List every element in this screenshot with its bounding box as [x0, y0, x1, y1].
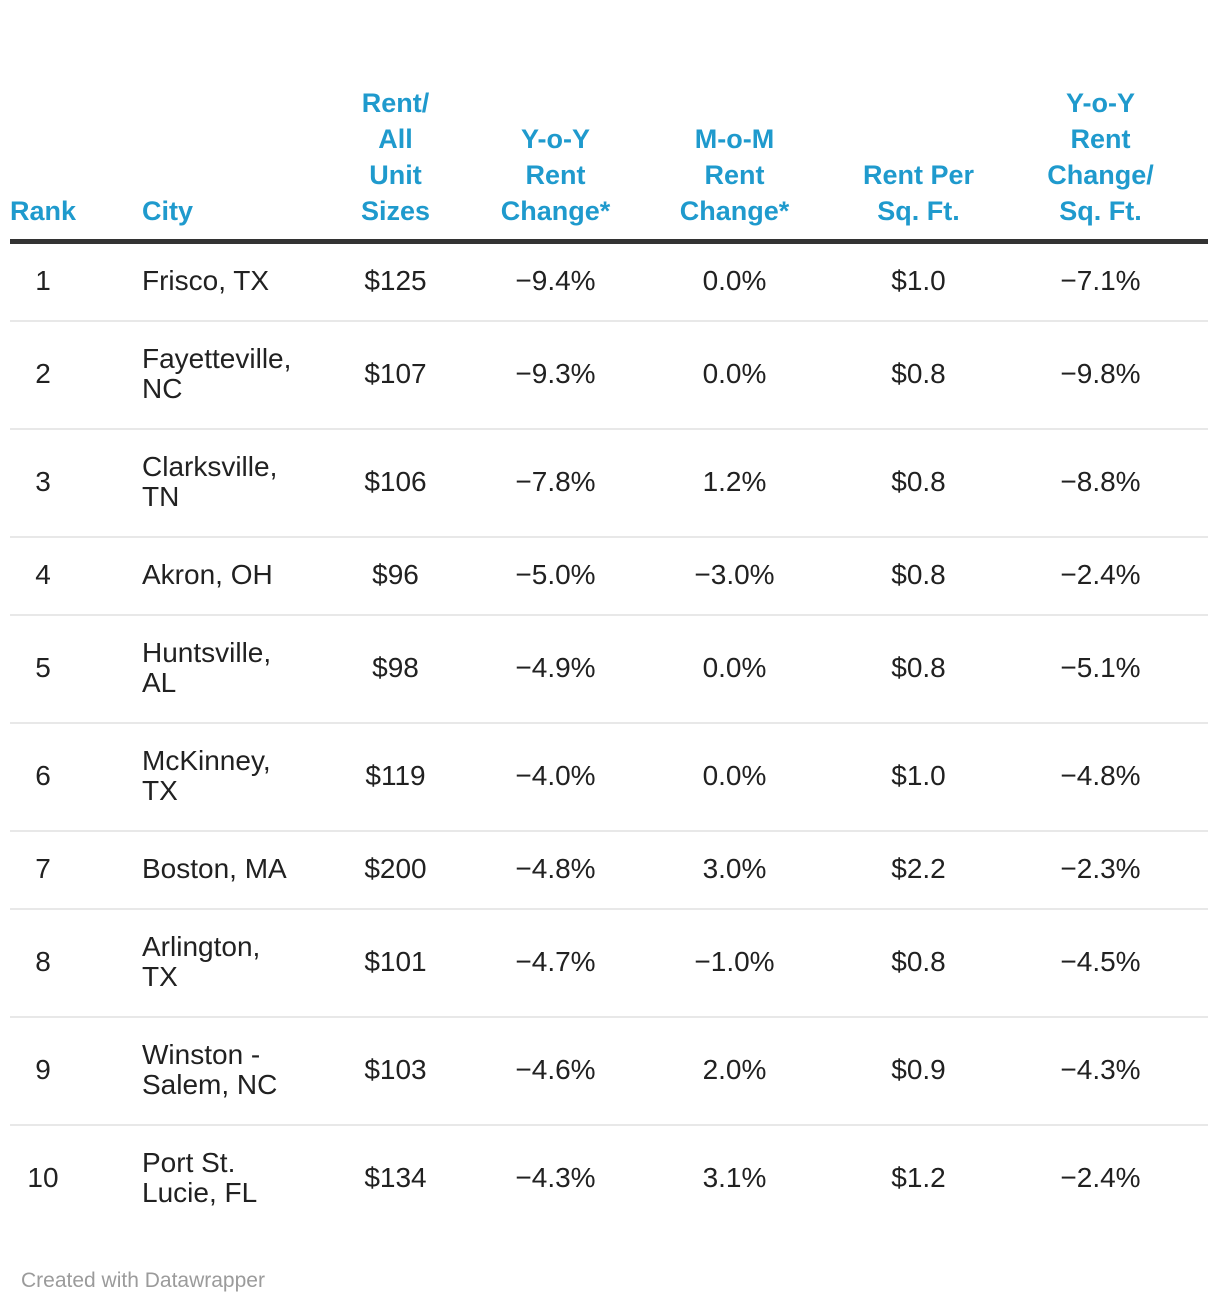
cell-rent-per-sqft: $1.0 — [891, 265, 946, 296]
cell-yoy-change: −4.9% — [469, 614, 642, 723]
cell-rent: $106 — [322, 428, 469, 537]
cell-city: Frisco, TX — [142, 265, 270, 296]
table-row: 9 Winston - Salem, NC $103 −4.6% 2.0% $0… — [10, 1016, 1208, 1125]
cell-city: Port St. Lucie, FL — [76, 1124, 322, 1232]
cell-yoy-change-per-sqft: −9.8% — [1010, 320, 1208, 429]
cell-yoy-change-per-sqft: −2.3% — [1010, 830, 1208, 909]
cell-rent: $134 — [322, 1124, 469, 1232]
column-header-yoy-rent-change: Y-o-Y Rent Change* — [469, 85, 642, 244]
cell-rent: $103 — [322, 1016, 469, 1125]
cell-mom-change: 0.0% — [642, 614, 827, 723]
cell-yoy-change-per-sqft: −2.4% — [1010, 1124, 1208, 1232]
cell-rank: 6 — [10, 722, 76, 831]
cell-rent-per-sqft: $1.0 — [827, 722, 1010, 831]
table-row: 1 Frisco, TX $125 −9.4% 0.0% $1.0 −7.1% — [10, 242, 1208, 322]
cell-city: Arlington, TX — [76, 908, 322, 1017]
cell-yoy-change-per-sqft: −4.8% — [1010, 722, 1208, 831]
table-row: 8 Arlington, TX $101 −4.7% −1.0% $0.8 −4… — [10, 908, 1208, 1017]
cell-yoy-change: −7.8% — [469, 428, 642, 537]
cell-rank: 7 — [10, 830, 76, 909]
cell-rent-per-sqft: $1.2 — [827, 1124, 1010, 1232]
column-header-rent-per-sqft: Rent Per Sq. Ft. — [827, 85, 1010, 244]
cell-yoy-change-per-sqft: −8.8% — [1010, 428, 1208, 537]
table-row: 3 Clarksville, TN $106 −7.8% 1.2% $0.8 −… — [10, 428, 1208, 537]
cell-rent: $125 — [364, 265, 427, 296]
cell-yoy-change: −4.6% — [469, 1016, 642, 1125]
cell-rent-per-sqft: $0.9 — [827, 1016, 1010, 1125]
cell-city: McKinney, TX — [76, 722, 322, 831]
cell-yoy-change: −4.8% — [469, 830, 642, 909]
cell-yoy-change: −9.4% — [515, 265, 596, 296]
cell-rank: 10 — [10, 1124, 76, 1232]
table-row: 2 Fayetteville, NC $107 −9.3% 0.0% $0.8 … — [10, 320, 1208, 429]
cell-rent: $101 — [322, 908, 469, 1017]
cell-rank: 1 — [35, 265, 51, 296]
cell-mom-change: 0.0% — [642, 320, 827, 429]
cell-rent-per-sqft: $0.8 — [827, 908, 1010, 1017]
cell-mom-change: 3.1% — [642, 1124, 827, 1232]
rent-table: Rank City Rent/ All Unit Sizes Y-o-Y Ren… — [10, 85, 1208, 1232]
cell-rent: $96 — [322, 536, 469, 615]
cell-rent: $98 — [322, 614, 469, 723]
cell-rank: 2 — [10, 320, 76, 429]
cell-city: Huntsville, AL — [76, 614, 322, 723]
table-row: 6 McKinney, TX $119 −4.0% 0.0% $1.0 −4.8… — [10, 722, 1208, 831]
header-row: Rank City Rent/ All Unit Sizes Y-o-Y Ren… — [10, 85, 1208, 244]
cell-rent-per-sqft: $0.8 — [827, 536, 1010, 615]
cell-mom-change: 0.0% — [702, 265, 767, 296]
cell-mom-change: 1.2% — [642, 428, 827, 537]
cell-rent-per-sqft: $0.8 — [827, 428, 1010, 537]
cell-yoy-change: −5.0% — [469, 536, 642, 615]
cell-yoy-change-per-sqft: −4.3% — [1010, 1016, 1208, 1125]
datawrapper-credit-link[interactable]: Created with Datawrapper — [21, 1269, 265, 1292]
cell-city: Boston, MA — [76, 830, 322, 909]
cell-yoy-change: −4.7% — [469, 908, 642, 1017]
cell-rent-per-sqft: $2.2 — [827, 830, 1010, 909]
column-header-yoy-rent-change-per-sqft: Y-o-Y Rent Change/ Sq. Ft. — [1010, 85, 1208, 244]
cell-rent-per-sqft: $0.8 — [827, 320, 1010, 429]
cell-rank: 3 — [10, 428, 76, 537]
cell-city: Akron, OH — [76, 536, 322, 615]
cell-mom-change: 2.0% — [642, 1016, 827, 1125]
cell-city: Fayetteville, NC — [76, 320, 322, 429]
column-header-mom-rent-change: M-o-M Rent Change* — [642, 85, 827, 244]
cell-rent: $200 — [322, 830, 469, 909]
table-row: 7 Boston, MA $200 −4.8% 3.0% $2.2 −2.3% — [10, 830, 1208, 909]
cell-city: Winston - Salem, NC — [76, 1016, 322, 1125]
cell-mom-change: 3.0% — [642, 830, 827, 909]
cell-rank: 9 — [10, 1016, 76, 1125]
table-row: 10 Port St. Lucie, FL $134 −4.3% 3.1% $1… — [10, 1124, 1208, 1232]
cell-rent: $107 — [322, 320, 469, 429]
table-row: 5 Huntsville, AL $98 −4.9% 0.0% $0.8 −5.… — [10, 614, 1208, 723]
cell-yoy-change: −4.0% — [469, 722, 642, 831]
cell-yoy-change: −9.3% — [469, 320, 642, 429]
cell-rank: 8 — [10, 908, 76, 1017]
cell-yoy-change-per-sqft: −4.5% — [1010, 908, 1208, 1017]
cell-mom-change: −1.0% — [642, 908, 827, 1017]
cell-yoy-change-per-sqft: −2.4% — [1010, 536, 1208, 615]
cell-rent-per-sqft: $0.8 — [827, 614, 1010, 723]
cell-rank: 4 — [10, 536, 76, 615]
cell-yoy-change-per-sqft: −5.1% — [1010, 614, 1208, 723]
cell-mom-change: −3.0% — [642, 536, 827, 615]
column-header-rank: Rank — [10, 85, 76, 244]
cell-city: Clarksville, TN — [76, 428, 322, 537]
cell-yoy-change-per-sqft: −7.1% — [1060, 265, 1141, 296]
column-header-rent-all-unit-sizes: Rent/ All Unit Sizes — [322, 85, 469, 244]
cell-rent: $119 — [322, 722, 469, 831]
table-row: 4 Akron, OH $96 −5.0% −3.0% $0.8 −2.4% — [10, 536, 1208, 615]
cell-mom-change: 0.0% — [642, 722, 827, 831]
cell-yoy-change: −4.3% — [469, 1124, 642, 1232]
column-header-city: City — [76, 85, 322, 244]
cell-rank: 5 — [10, 614, 76, 723]
